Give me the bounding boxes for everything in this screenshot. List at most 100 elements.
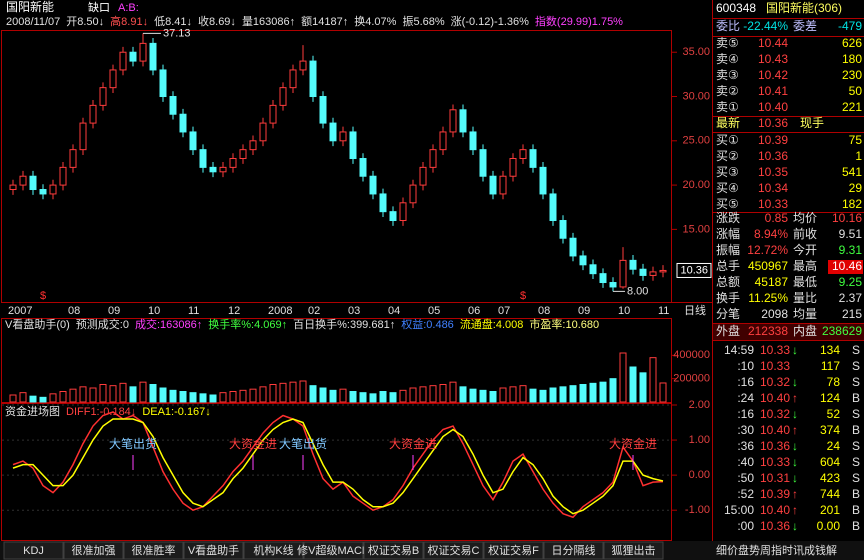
bid-volume: 1 — [855, 149, 862, 163]
candle-body — [549, 193, 557, 222]
tick-volume: 201 — [820, 503, 840, 517]
stat-label: 均量 — [793, 307, 817, 321]
volume-bar — [49, 393, 57, 403]
stat-label: 涨幅 — [716, 226, 740, 241]
candle-body — [19, 175, 27, 186]
volume-header-part: 权益:0.486 — [401, 317, 454, 331]
candle-body — [129, 51, 137, 62]
quote-line: 2008/11/07 开8.50↓ 高8.91↓ 低8.41↓ 收8.69↓ 量16308… — [6, 14, 623, 28]
candle-body — [659, 269, 667, 273]
tab[interactable] — [363, 541, 424, 560]
tick-arrow: ↓ — [792, 455, 798, 469]
quote-line-part: 换4.07% — [354, 14, 396, 28]
y-tick-label: 25.00 — [682, 135, 710, 147]
candle-body — [209, 166, 217, 173]
candle-body — [449, 109, 457, 133]
period-label: 日线 — [684, 303, 706, 317]
bid-price: 10.39 — [758, 133, 788, 147]
tick-arrow: ↑ — [792, 503, 798, 517]
stat-label: 总手 — [716, 259, 740, 273]
volume-bar — [109, 385, 117, 403]
candle-body — [89, 104, 97, 124]
stat-value: 12.72% — [747, 243, 788, 257]
tab-label[interactable]: 很准胜率 — [132, 543, 176, 557]
tab[interactable] — [123, 541, 184, 560]
tab-label[interactable]: 修V超级MACD — [297, 543, 370, 557]
volume-bar — [269, 384, 277, 403]
tab-label[interactable]: 权证交易C — [428, 543, 480, 557]
tick-arrow: ↓ — [792, 471, 798, 485]
stat-value: 8.94% — [754, 227, 788, 241]
volume-bar — [379, 391, 387, 403]
tick-price: 10.40 — [760, 391, 790, 405]
tab-label[interactable]: 权证交易B — [368, 543, 419, 557]
tab[interactable] — [603, 541, 664, 560]
max-label: 37.13 — [163, 27, 191, 39]
bid-price: 10.33 — [758, 197, 788, 211]
tab[interactable] — [63, 541, 124, 560]
tab-label[interactable]: 机构K线 — [253, 543, 293, 557]
tick-volume: 423 — [820, 471, 840, 485]
tick-price: 10.33 — [760, 359, 790, 373]
stat-label: 最低 — [793, 275, 817, 289]
signal-label: 大资金进 — [229, 436, 277, 451]
tab[interactable] — [183, 541, 244, 560]
quote-line-part: 额14187↑ — [301, 15, 348, 28]
candle-body — [489, 175, 497, 195]
tab-label[interactable]: 权证交易F — [488, 543, 539, 557]
volume-bar — [349, 391, 357, 403]
x-tick-label: 11 — [658, 305, 669, 317]
tab[interactable] — [303, 541, 364, 560]
tab[interactable] — [543, 541, 604, 560]
ask-label: 卖① — [716, 100, 739, 114]
stat-value: 10.16 — [832, 211, 862, 225]
tab-label[interactable]: 日分隔线 — [552, 543, 596, 557]
indicator-header-part: DEA1:-0.167↓ — [142, 406, 210, 418]
min-label: 8.00 — [627, 285, 648, 297]
stat-value: 45187 — [755, 275, 789, 289]
bid-volume: 29 — [849, 181, 863, 195]
quote-line-part: 涨(-0.12)-1.36% — [451, 15, 529, 28]
tab[interactable] — [423, 541, 484, 560]
last-price: 10.36 — [680, 264, 708, 276]
volume-bar — [179, 391, 187, 403]
volume-bar — [569, 385, 577, 403]
stat-label: 分笔 — [716, 306, 740, 321]
tick-volume: 52 — [827, 407, 841, 421]
x-tick-label: 08 — [538, 305, 550, 317]
candle-body — [319, 96, 327, 124]
y-tick-label: 0.00 — [689, 469, 710, 481]
stat-label: 前收 — [793, 226, 817, 241]
tab-label[interactable]: 很准加强 — [72, 543, 116, 557]
tab-label[interactable]: KDJ — [23, 545, 44, 557]
tick-time: :40 — [737, 455, 754, 469]
volume-bar — [639, 372, 647, 403]
diff-label: 委差 — [793, 19, 817, 33]
ask-label: 卖⑤ — [716, 36, 739, 50]
candle-body — [379, 193, 387, 213]
volume-bar — [329, 389, 337, 403]
tick-time: :16 — [737, 375, 754, 389]
volume-bar — [649, 357, 657, 403]
ratio-label: 委比 — [716, 19, 740, 33]
tab[interactable] — [243, 541, 304, 560]
candle-body — [79, 122, 87, 151]
tab-label[interactable]: V看盘助手 — [188, 543, 239, 557]
tab[interactable] — [3, 541, 64, 560]
volume-bar — [149, 384, 157, 403]
x-tick-label: 2008 — [268, 305, 292, 317]
stat-label: 振幅 — [716, 242, 740, 257]
tick-arrow: ↑ — [792, 487, 798, 501]
volume-bar — [199, 393, 207, 403]
tab[interactable] — [483, 541, 544, 560]
volume-bar — [489, 391, 497, 403]
volume-bar — [519, 385, 527, 403]
volume-bar — [659, 382, 667, 403]
tab-label[interactable]: 狐狸出击 — [612, 543, 656, 557]
volume-bar — [279, 382, 287, 403]
volume-bar — [69, 388, 77, 403]
last-price-box — [676, 262, 712, 278]
x-tick-label: 07 — [498, 305, 510, 317]
volume-bar — [609, 378, 617, 403]
volume-bar — [509, 386, 517, 403]
